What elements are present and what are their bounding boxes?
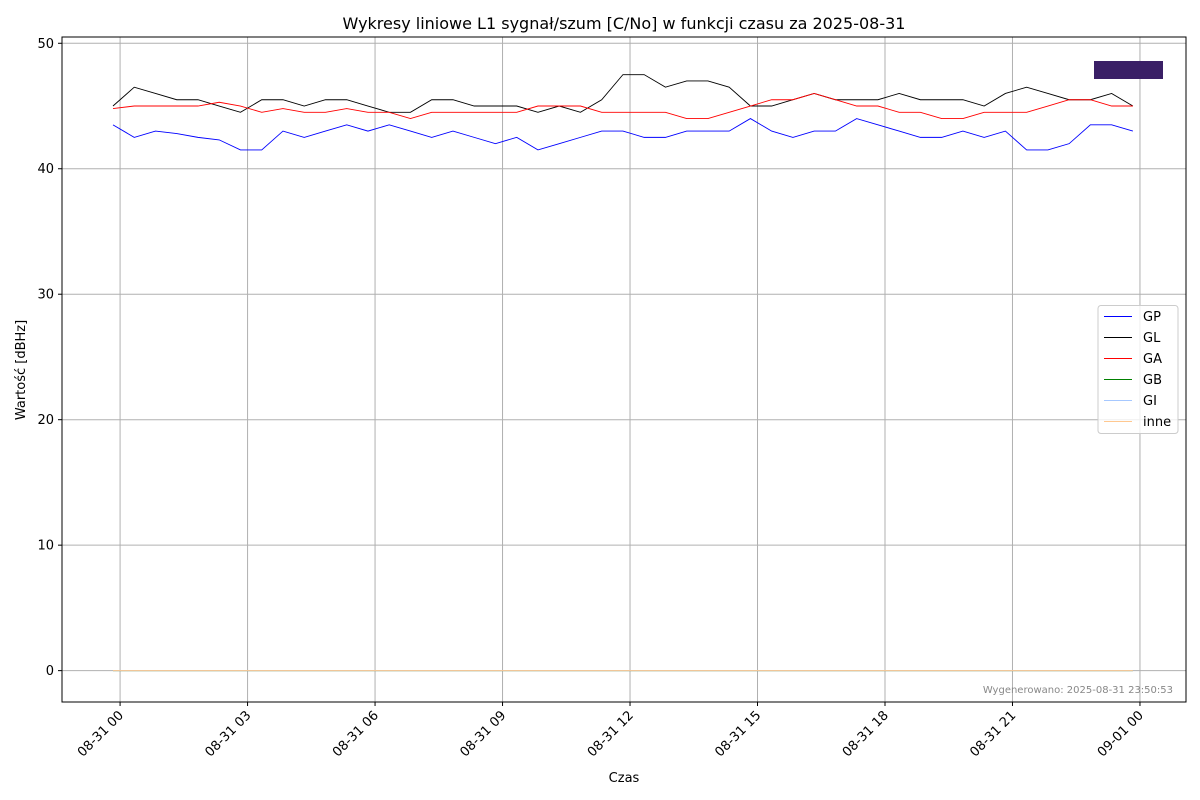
legend-label: GP [1143,310,1161,325]
logo [1094,61,1163,79]
y-tick-label: 50 [37,37,54,52]
series-line [112,118,1134,151]
y-tick-label: 20 [37,413,54,428]
legend: GP GL GA GB GI inne [1097,305,1179,434]
annotation: Wygenerowano: 2025-08-31 23:50:53 [983,685,1173,696]
legend-label: GB [1143,373,1162,388]
legend-label: GL [1143,331,1161,346]
y-tick-label: 30 [37,288,54,303]
y-tick-label: 0 [46,664,54,679]
series-line [112,92,1133,120]
plot-lines [112,74,1134,672]
y-tick-label: 40 [37,162,54,177]
series-line [112,74,1134,113]
y-axis-label: Wartość [dBHz] [14,320,29,420]
x-axis-label: Czas [609,771,640,786]
legend-label: GA [1143,352,1162,367]
legend-label: GI [1143,394,1157,409]
y-tick-label: 10 [37,539,54,554]
plot-frame [61,36,1187,703]
chart-title: Wykresy liniowe L1 sygnał/szum [C/No] w … [343,14,906,33]
legend-label: inne [1143,415,1171,430]
